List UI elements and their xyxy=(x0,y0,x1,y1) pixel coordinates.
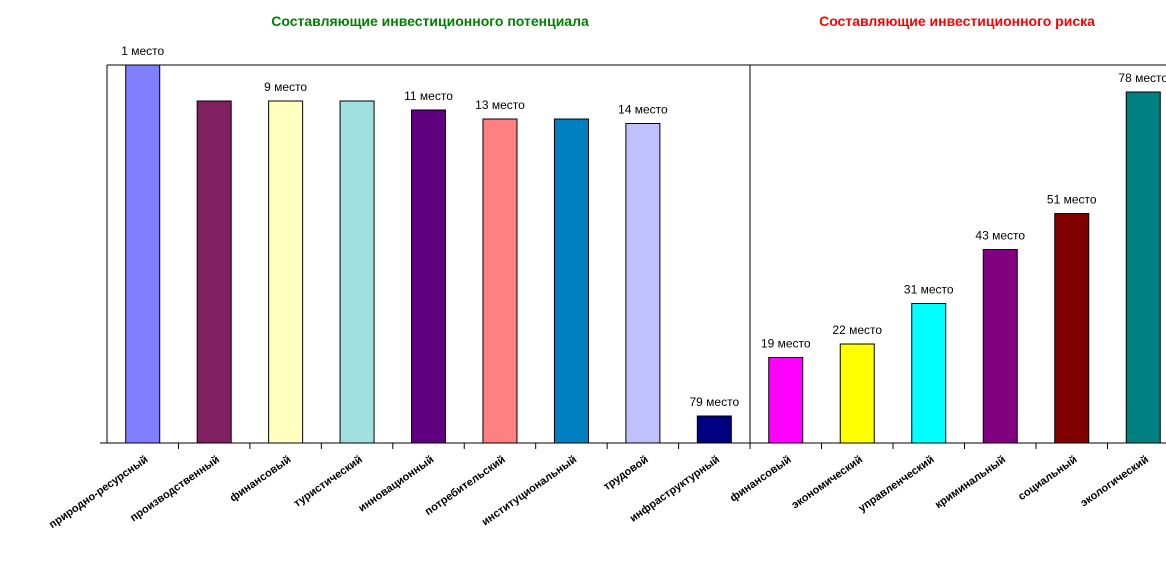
bar xyxy=(911,303,947,444)
x-tick-label: туристический xyxy=(292,454,365,510)
bar xyxy=(625,123,661,444)
chart-title: Составляющие инвестиционного потенциала xyxy=(271,13,589,29)
bar xyxy=(125,64,161,444)
x-tick-label: трудовой xyxy=(601,454,650,493)
x-tick-label: инновационный xyxy=(356,454,436,515)
x-tick-label: криминальный xyxy=(933,454,1008,512)
x-tick-label: финансовый xyxy=(228,454,294,505)
x-tick-label: экологический xyxy=(1078,454,1151,510)
bar xyxy=(768,357,804,444)
bar xyxy=(696,415,732,444)
value-label: 79 место xyxy=(690,395,740,409)
value-label: 11 место xyxy=(404,89,453,103)
bar xyxy=(839,343,875,444)
value-label: 43 место xyxy=(975,229,1025,243)
value-label: 51 место xyxy=(1047,193,1097,207)
value-label: 13 место xyxy=(475,98,525,112)
value-label: 14 место xyxy=(618,103,668,117)
bar xyxy=(339,100,375,444)
x-tick-label: социальный xyxy=(1016,454,1079,503)
chart-title: Составляющие инвестиционного риска xyxy=(819,13,1095,29)
bar xyxy=(1125,91,1161,444)
x-tick-label: экономический xyxy=(789,454,865,512)
bar xyxy=(268,100,304,444)
value-label: 78 место xyxy=(1118,71,1166,85)
bar xyxy=(982,249,1018,444)
bar xyxy=(482,118,518,444)
bar xyxy=(1054,213,1090,444)
x-tick-label: финансовый xyxy=(728,454,794,505)
bar xyxy=(196,100,232,444)
bar xyxy=(553,118,589,444)
value-label: 22 место xyxy=(832,323,882,337)
bar xyxy=(411,109,447,444)
value-label: 31 место xyxy=(904,283,954,297)
value-label: 1 место xyxy=(121,44,164,58)
x-tick-label: управленческий xyxy=(856,454,936,515)
value-label: 19 место xyxy=(761,337,811,351)
value-label: 9 место xyxy=(264,80,307,94)
